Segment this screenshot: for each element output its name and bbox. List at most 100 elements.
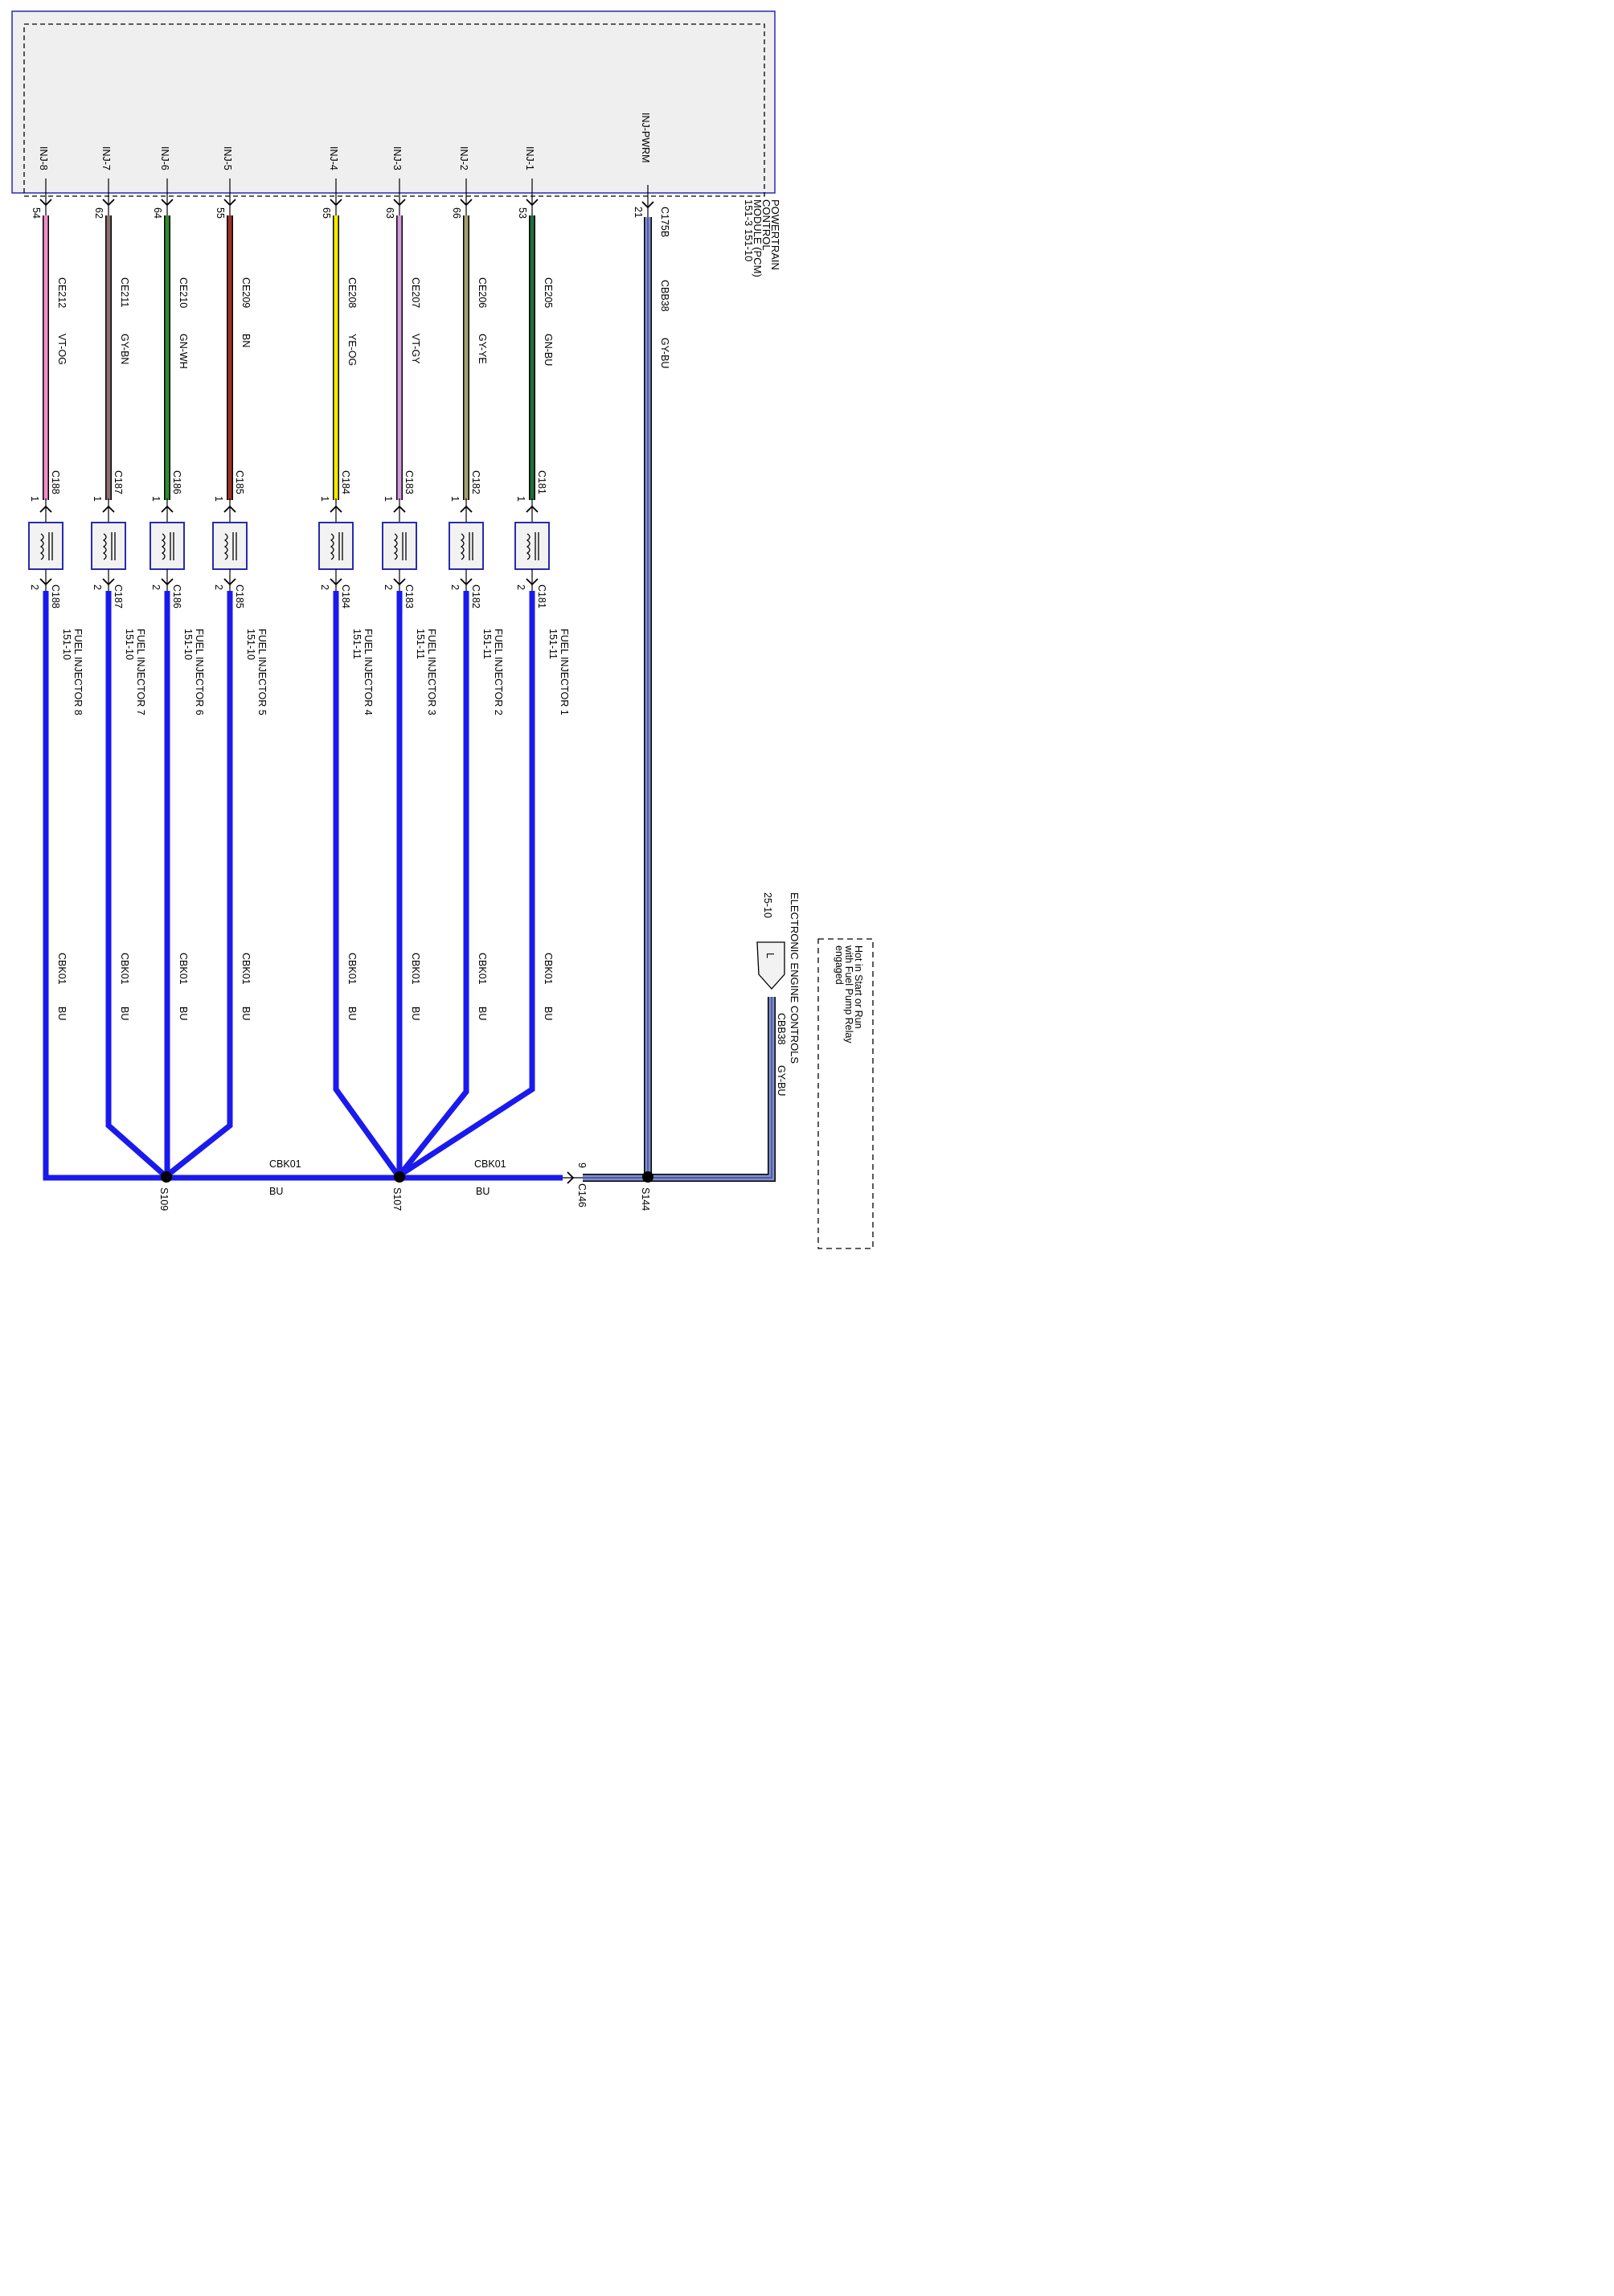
pcm-pin-name: INJ-5 (222, 146, 233, 170)
injector-column: INJ-4 65 CE208 YE-OG C184 1 C184 2 FUEL INJECTOR… (318, 146, 374, 1020)
pcm-pin-number: 65 (321, 207, 332, 219)
ground-circuit: CBK01 (346, 953, 358, 985)
pin-arrow (460, 578, 473, 586)
fuel-injector-icon (212, 522, 248, 570)
ground-circuit: CBK01 (56, 953, 68, 985)
pin-2-label: 2 (150, 584, 162, 590)
c146-connector: 9 C146 (563, 1162, 588, 1207)
pin-2-label: 2 (515, 584, 526, 590)
hot-note-line: Hot in Start or Run (853, 945, 864, 1029)
pcm-inner-dashed (23, 23, 765, 197)
pin-arrow (161, 199, 174, 207)
fuel-injector-ref: 151-11 (547, 629, 559, 659)
ground-circuit: CBK01 (119, 953, 130, 985)
wire-circuit: CE211 (119, 277, 130, 307)
pin-1-label: 1 (213, 496, 224, 502)
ground-bus: CBK01 BU CBK01 BU (43, 591, 563, 1197)
wire-circuit: CE205 (543, 277, 554, 308)
injector-connector-bottom: C188 (50, 584, 61, 609)
eec-circuit-color: GY-BU (776, 1065, 787, 1096)
fuel-injector-name: FUEL INJECTOR 5 (256, 629, 268, 715)
ground-color-code: BU (178, 1007, 189, 1020)
injector-connector-top: C184 (340, 470, 351, 494)
pcm-pin-number: 66 (451, 207, 462, 219)
pcm-pin-name: INJ-6 (159, 146, 170, 170)
fuel-injector-ref: 151-11 (481, 629, 493, 659)
pin-arrow (39, 505, 52, 513)
hot-note-line: with Fuel Pump Relay (843, 945, 854, 1043)
injector-connector-bottom: C186 (171, 584, 182, 609)
wire-circuit: CE209 (240, 277, 252, 308)
pin-arrow (39, 199, 52, 207)
pin-arrow (102, 578, 115, 586)
injector-connector-bottom: C182 (470, 584, 481, 609)
fuel-injector-icon (150, 522, 185, 570)
wire-color-code: YE-OG (346, 334, 358, 366)
wire-circuit: CE207 (410, 277, 421, 308)
pcm-pin-name: INJ-8 (38, 146, 49, 170)
injector-coil-icon (393, 533, 398, 560)
pin-1-label: 1 (319, 496, 330, 502)
eec-circuit: CBB38 (776, 1013, 787, 1045)
wire-color-code: VT-OG (56, 334, 68, 365)
wire-circuit: CE212 (56, 277, 68, 308)
injector-connector-bottom: C181 (536, 584, 547, 609)
pcm-pin-name: INJ-7 (100, 146, 112, 170)
pcm-module-box (11, 10, 776, 194)
hot-note-line: engaged (834, 945, 845, 985)
pin-1-label: 1 (515, 496, 526, 502)
fuel-injector-ref: 151-11 (351, 629, 363, 659)
pin-arrow (223, 505, 236, 513)
pin-arrow (161, 578, 174, 586)
injector-columns: INJ-8 54 CE212 VT-OG C188 1 C188 2 FUEL INJECTOR… (28, 146, 570, 1020)
pin-arrow (223, 199, 236, 207)
injector-connector-top: C186 (171, 470, 182, 494)
injector-coil-icon (460, 533, 465, 560)
injector-column: INJ-8 54 CE212 VT-OG C188 1 C188 2 FUEL INJECTOR… (28, 146, 84, 1020)
ground-color-code: BU (477, 1007, 488, 1020)
power-circuit: CBB38 (659, 280, 670, 312)
c146-pin: 9 (576, 1162, 588, 1168)
power-pin-name: INJ-PWRM (640, 113, 651, 163)
pin-2-label: 2 (213, 584, 224, 590)
pin-1-label: 1 (449, 496, 461, 502)
ground-label-upper: CBK01 (269, 1158, 301, 1170)
ground-color-code: BU (240, 1007, 252, 1020)
pcm-pin-name: INJ-2 (458, 146, 469, 170)
pin-arrow (330, 578, 342, 586)
pin-arrow (330, 199, 342, 207)
c146-label: C146 (576, 1183, 588, 1207)
pcm-pin-number: 64 (152, 207, 163, 219)
splice-label: S107 (391, 1187, 403, 1211)
fuel-injector-name: FUEL INJECTOR 4 (363, 629, 374, 715)
fuel-injector-name: FUEL INJECTOR 6 (194, 629, 205, 715)
pcm-pin-number: 53 (517, 207, 528, 219)
injector-coil-icon (161, 533, 166, 560)
ground-label-right: CBK01 (474, 1158, 506, 1170)
wire-color-code: GN-BU (543, 334, 554, 366)
pin-2-label: 2 (29, 584, 40, 590)
wire-color-code: GN-WH (178, 334, 189, 369)
pin-1-label: 1 (92, 496, 103, 502)
pcm-pin-name: INJ-3 (391, 146, 403, 170)
injector-connector-bottom: C187 (113, 584, 124, 609)
fuel-injector-ref: 151-10 (124, 629, 135, 660)
injector-coil-icon (330, 533, 334, 560)
pin-arrow (460, 199, 473, 207)
splice-label: S109 (158, 1187, 170, 1211)
ground-color-code: BU (56, 1007, 68, 1020)
ground-color-code: BU (346, 1007, 358, 1020)
ground-circuit: CBK01 (477, 953, 488, 985)
injector-connector-bottom: C184 (340, 584, 351, 609)
injector-column: INJ-5 55 CE209 BN C185 1 C185 2 FUEL INJECTOR 51… (212, 146, 268, 1020)
wire-circuit: CE206 (477, 277, 488, 308)
power-pin-number: 21 (633, 207, 644, 218)
pcm-pin-name: INJ-4 (328, 146, 339, 170)
injector-column: INJ-6 64 CE210 GN-WH C186 1 C186 2 FUEL INJECTOR… (150, 146, 205, 1020)
pcm-name-line: POWERTRAIN (769, 199, 781, 270)
fuel-injector-icon (514, 522, 550, 570)
pin-1-label: 1 (29, 496, 40, 502)
splice-s109: S109 (158, 1171, 172, 1211)
pcm-power-wire: INJ-PWRM C175B 21 CBB38 GY-BU (633, 113, 670, 1175)
splice-s107: S107 (391, 1171, 405, 1211)
